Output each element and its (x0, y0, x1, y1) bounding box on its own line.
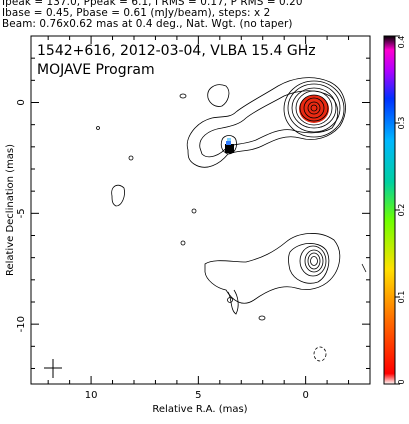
contour-small-3 (128, 155, 134, 161)
axes-group: 10 5 0 0 -5 -10 (16, 36, 370, 401)
contour-south-c4 (310, 256, 318, 266)
knot-pol-blue (226, 141, 231, 145)
contour-upper-lobe (207, 84, 230, 107)
core-contour-7 (307, 101, 321, 115)
knot-contour (220, 135, 237, 155)
contour-small-8 (361, 263, 367, 273)
colorbar-ticks: 0 0.1 0.2 0.3 0.4 (395, 35, 406, 385)
knot-pol-black (225, 144, 234, 153)
contour-jet-outer (186, 77, 346, 168)
contour-south-c3 (307, 252, 321, 270)
contour-small-5 (191, 208, 197, 214)
contour-jet-inner (199, 90, 339, 158)
contour-south-tail (227, 289, 239, 315)
plot-title: 1542+616, 2012-03-04, VLBA 15.4 GHz (37, 43, 316, 59)
contour-small-2 (96, 126, 100, 130)
contour-negative (313, 346, 327, 362)
core-contour-6 (303, 97, 325, 119)
core-contour-8 (310, 104, 318, 112)
contour-south-c1 (299, 245, 327, 277)
colorbar-tick-label: 0.4 (397, 36, 406, 49)
contour-small-1 (179, 93, 187, 99)
contour-small-4 (111, 184, 125, 207)
header-line-base: Ibase = 0.45, Pbase = 0.61 (mJy/beam), s… (2, 7, 271, 19)
y-axis-title: Relative Declination (mas) (5, 144, 16, 276)
core-contour-2 (287, 83, 341, 133)
colorbar-tick-label: 0.3 (397, 117, 406, 130)
plot-subtitle: MOJAVE Program (37, 62, 155, 78)
contour-small-6 (180, 240, 186, 246)
core-fill (299, 95, 329, 123)
contour-south-c2 (304, 249, 324, 273)
contour-south-mid (288, 243, 330, 284)
colorbar-tick-label: 0.2 (397, 204, 406, 217)
y-tick-label: 0 (16, 99, 27, 105)
knot-pol-cyan (227, 138, 231, 141)
x-axis-title: Relative R.A. (mas) (152, 404, 247, 415)
core-contour-4 (295, 90, 333, 126)
x-tick-label: 5 (195, 390, 201, 401)
header-line-beam: Beam: 0.76x0.62 mas at 0.4 deg., Nat. Wg… (2, 18, 293, 30)
y-tick-label: -5 (16, 208, 27, 218)
x-tick-label: 0 (302, 390, 308, 401)
core-contour-5 (299, 94, 329, 122)
contour-layer (44, 77, 367, 378)
colorbar (383, 35, 396, 385)
header-line-peak: Ipeak = 137.0, Ppeak = 6.1, I RMS = 0.17… (2, 0, 303, 8)
colorbar-tick-label: 0.1 (397, 291, 406, 304)
beam-marker (44, 359, 62, 378)
plot-frame (30, 35, 371, 385)
core-contour-3 (291, 87, 337, 129)
contour-south-blob (258, 315, 266, 321)
colorbar-tick-label: 0 (397, 379, 406, 384)
core-contour-1 (283, 80, 345, 138)
contour-south-outer (204, 233, 341, 304)
x-tick-label: 10 (85, 390, 98, 401)
y-tick-label: -10 (16, 316, 27, 332)
